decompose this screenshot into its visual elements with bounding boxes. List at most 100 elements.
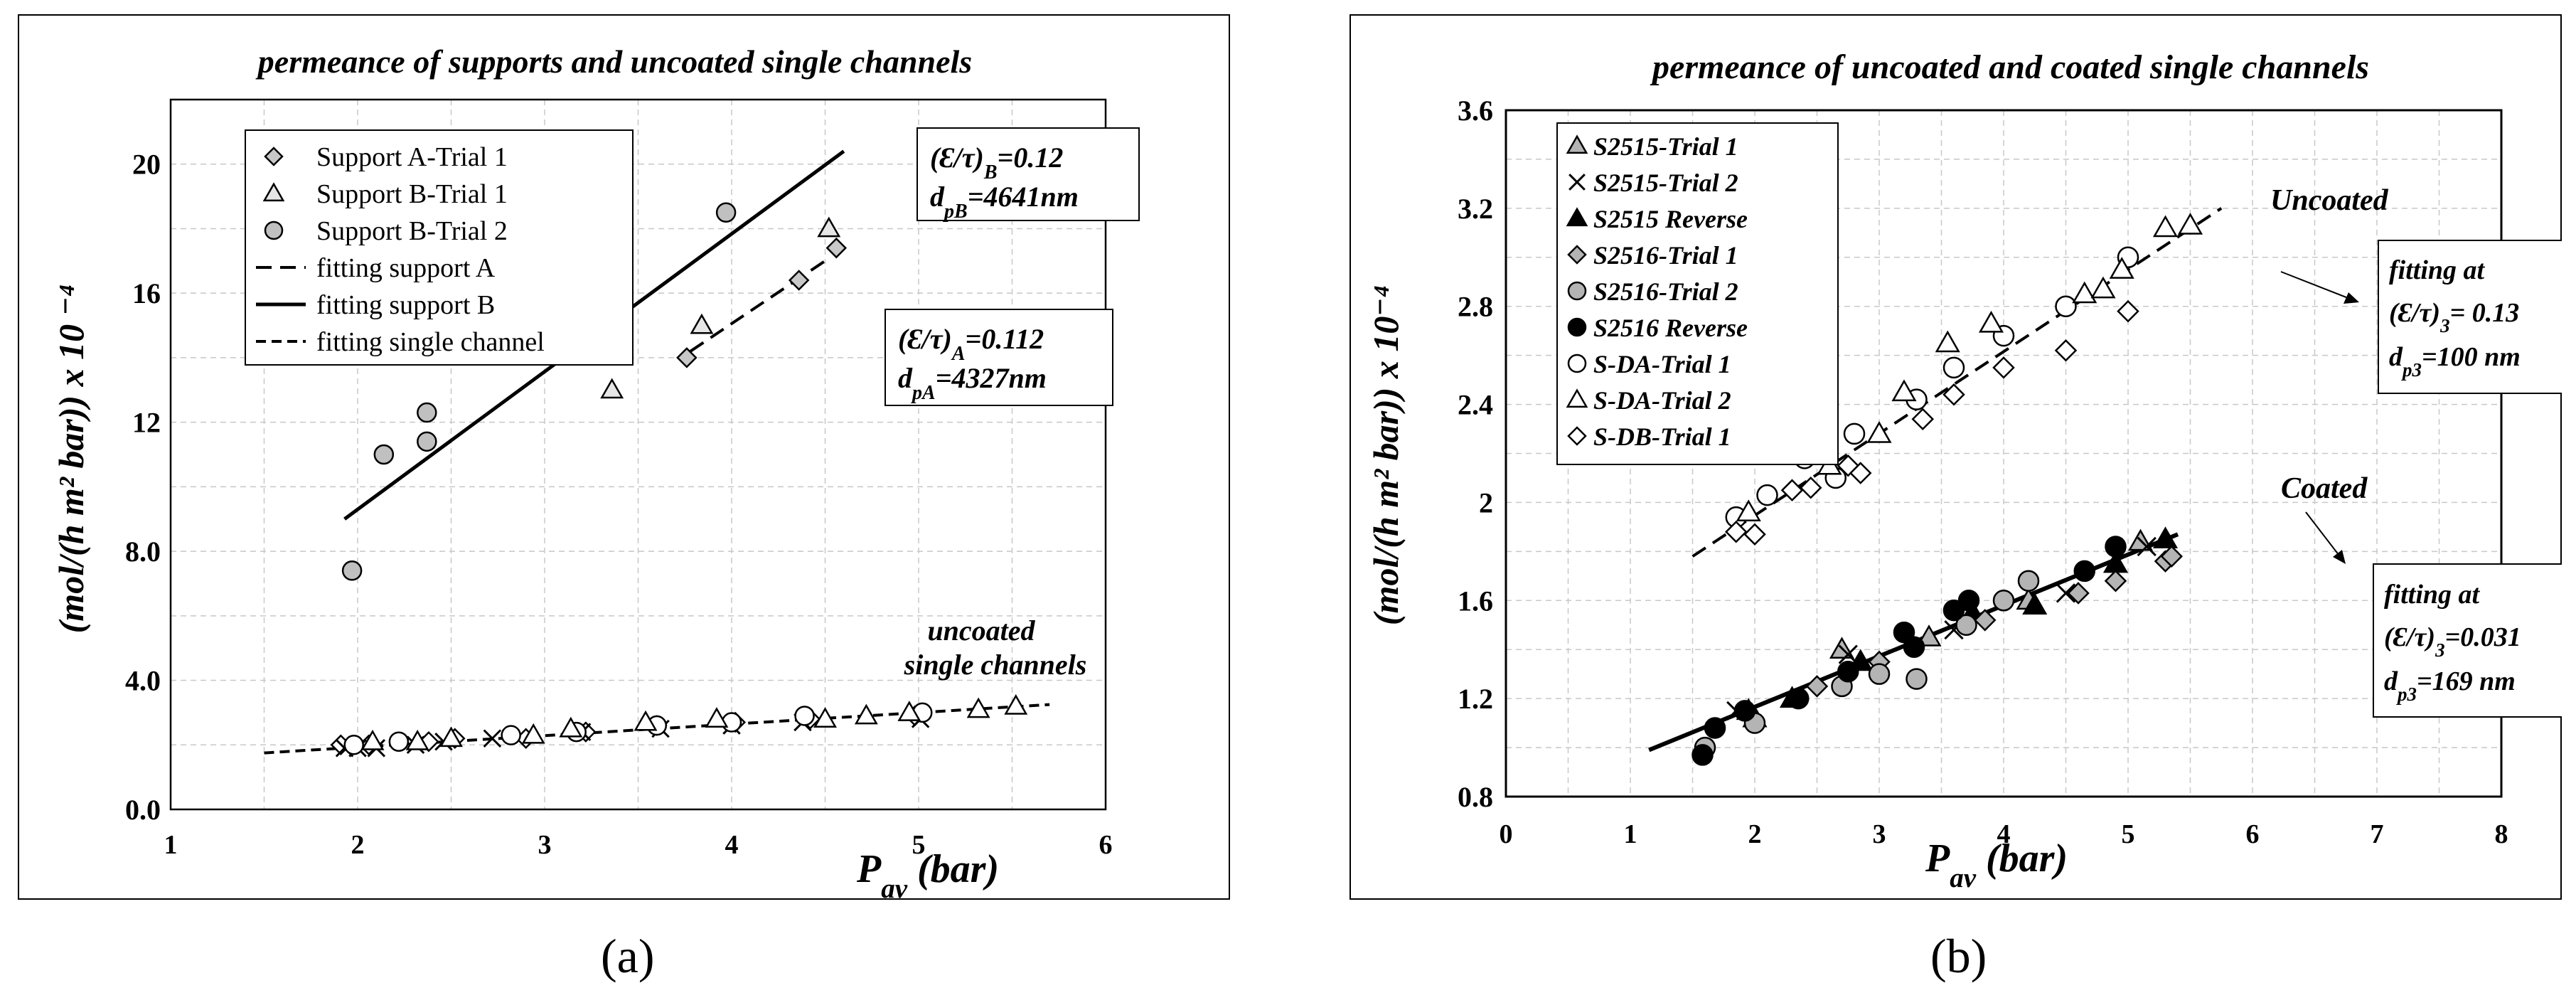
chart-a-point [813, 707, 837, 728]
chart-b-point [1891, 379, 1917, 402]
chart-a-ytick-label: 20 [132, 149, 161, 181]
chart-b-ytick-label: 3.2 [1458, 193, 1493, 225]
chart-b-point [1942, 356, 1965, 379]
chart-b-arrow-uncoated [2280, 271, 2354, 301]
chart-a-xtick-label: 5 [912, 830, 926, 860]
chart-b-point [2056, 583, 2076, 603]
chart-b-box1-line2: (Ɛ/τ)3= 0.13 [2389, 298, 2519, 336]
chart-a-ytick-label: 16 [132, 277, 161, 309]
chart-a-point [676, 347, 698, 368]
chart-a-point [405, 729, 429, 750]
chart-b-point [2090, 276, 2116, 299]
chart-b-point [2117, 299, 2139, 323]
chart-b-point [1724, 521, 1748, 543]
chart-b-xtick-label: 3 [1873, 819, 1886, 849]
chart-b-xtick-label: 1 [1624, 819, 1637, 849]
chart-a-xtick-label: 1 [164, 830, 178, 860]
chart-b-legend: S2515-Trial 1 S2515-Trial 2 S2515 Reverse S… [1556, 122, 1839, 465]
chart-b-point [1780, 479, 1804, 501]
chart-a-legend-label: Support B-Trial 2 [316, 216, 508, 246]
chart-a-annot-uncoated-1: uncoated [927, 615, 1035, 647]
chart-b-ytick-label: 1.6 [1458, 585, 1493, 617]
chart-b-ytick-label: 3.6 [1458, 95, 1493, 127]
chart-a-annot-a-line2: dpA=4327nm [898, 362, 1047, 404]
chart-a-point [788, 270, 810, 291]
chart-a-legend-label: Support A-Trial 1 [316, 142, 508, 172]
chart-b-point [1849, 462, 1872, 484]
chart-b-xtick-label: 2 [1748, 819, 1762, 849]
chart-b-point [2160, 545, 2184, 568]
chart-a-point [343, 735, 364, 755]
chart-b-annot-coated: Coated [2281, 472, 2368, 505]
chart-a-legend: Support A-Trial 1 Support B-Trial 1 Suppor… [245, 129, 634, 366]
chart-b-point [1955, 614, 1977, 636]
chart-b-legend-label: S2515-Trial 2 [1593, 169, 1738, 197]
chart-a-point [1004, 694, 1028, 715]
chart-b-point [2137, 536, 2157, 557]
chart-b-point [1799, 476, 1822, 499]
chart-b-point [2104, 569, 2127, 592]
chart-b-legend-label: S2516 Reverse [1593, 314, 1748, 342]
chart-b-point [1916, 624, 1942, 647]
chart-a-annot-a-box [885, 309, 1113, 406]
chart-b-point [1805, 675, 1829, 698]
chart-a-point [825, 237, 848, 259]
chart-a-point [417, 431, 437, 452]
chart-a-point [705, 707, 729, 728]
chart-a-annot-uncoated-2: single channels [904, 649, 1087, 681]
chart-a-point [360, 729, 385, 750]
chart-a-point [559, 716, 583, 738]
chart-b-legend-label: S-DA-Trial 1 [1593, 350, 1731, 378]
chart-b-xtick-label: 6 [2246, 819, 2260, 849]
chart-b-legend-marker [1566, 388, 1588, 408]
chart-b-point [2054, 339, 2078, 362]
chart-a-point [373, 444, 395, 465]
chart-a-ytick-label: 12 [132, 407, 161, 439]
chart-b-ytick-label: 1.2 [1458, 683, 1493, 715]
chart-b-point [1866, 421, 1892, 443]
chart-b-point [1942, 599, 1965, 622]
chart-b-point [1691, 744, 1714, 766]
chart-a-point [439, 726, 463, 748]
chart-b-xtick-label: 8 [2495, 819, 2508, 849]
chart-b-point [1868, 663, 1891, 685]
chart-a-legend-marker [262, 182, 285, 202]
chart-b-point [1992, 356, 2015, 379]
chart-a-point [600, 378, 624, 399]
chart-b: 0 1 2 3 4 5 6 7 8 0.8 1.2 1.6 2 2.4 2.8 3.2 3.6 permeance… [1350, 14, 2562, 900]
chart-b-point [1787, 687, 1810, 710]
chart-b-point [1935, 330, 1960, 353]
chart-b-legend-label: S2516-Trial 1 [1593, 241, 1738, 270]
chart-a-point [897, 701, 921, 721]
chart-b-point [1837, 660, 1859, 683]
chart-a-annot-a-line1: (Ɛ/τ)A=0.112 [898, 323, 1044, 365]
chart-b-point [2017, 570, 2040, 592]
chart-b-legend-label: S2515 Reverse [1593, 205, 1748, 233]
chart-b-ytick-label: 2 [1479, 486, 1493, 519]
chart-a-xlabel: Pav (bar) [856, 847, 999, 900]
chart-a-annot-b-line2: dpB=4641nm [930, 181, 1079, 223]
chart-b-point [1906, 668, 1928, 690]
chart-b-legend-label: S2516-Trial 2 [1593, 277, 1738, 306]
chart-b-point [1911, 408, 1935, 431]
chart-b-annot-uncoated: Uncoated [2270, 184, 2389, 217]
chart-b-ytick-label: 2.8 [1458, 291, 1493, 323]
chart-a-legend-label: fitting support B [316, 290, 495, 320]
chart-a-point [966, 697, 990, 718]
chart-b-point [2109, 257, 2134, 279]
chart-a-point [817, 216, 841, 238]
chart-a-point [501, 725, 521, 745]
chart-a-point [794, 706, 815, 726]
chart-b-legend-box [1556, 122, 1839, 465]
chart-b-arrow-coated [2305, 511, 2342, 559]
chart-b-legend-marker [1566, 134, 1588, 154]
chart-b-point [1736, 499, 1761, 522]
chart-a-ylabel: (mol/(h m² bar)) x 10 ⁻⁴ [51, 285, 91, 634]
chart-b-point [1743, 523, 1766, 546]
chart-b-box2-line1: fitting at [2384, 580, 2481, 610]
chart-b-xlabel: Pav (bar) [1925, 836, 2068, 893]
chart-a-legend-marker [264, 220, 284, 240]
chart-b-box1-line3: dp3=100 nm [2389, 342, 2521, 381]
chart-b-legend-marker [1567, 245, 1587, 265]
